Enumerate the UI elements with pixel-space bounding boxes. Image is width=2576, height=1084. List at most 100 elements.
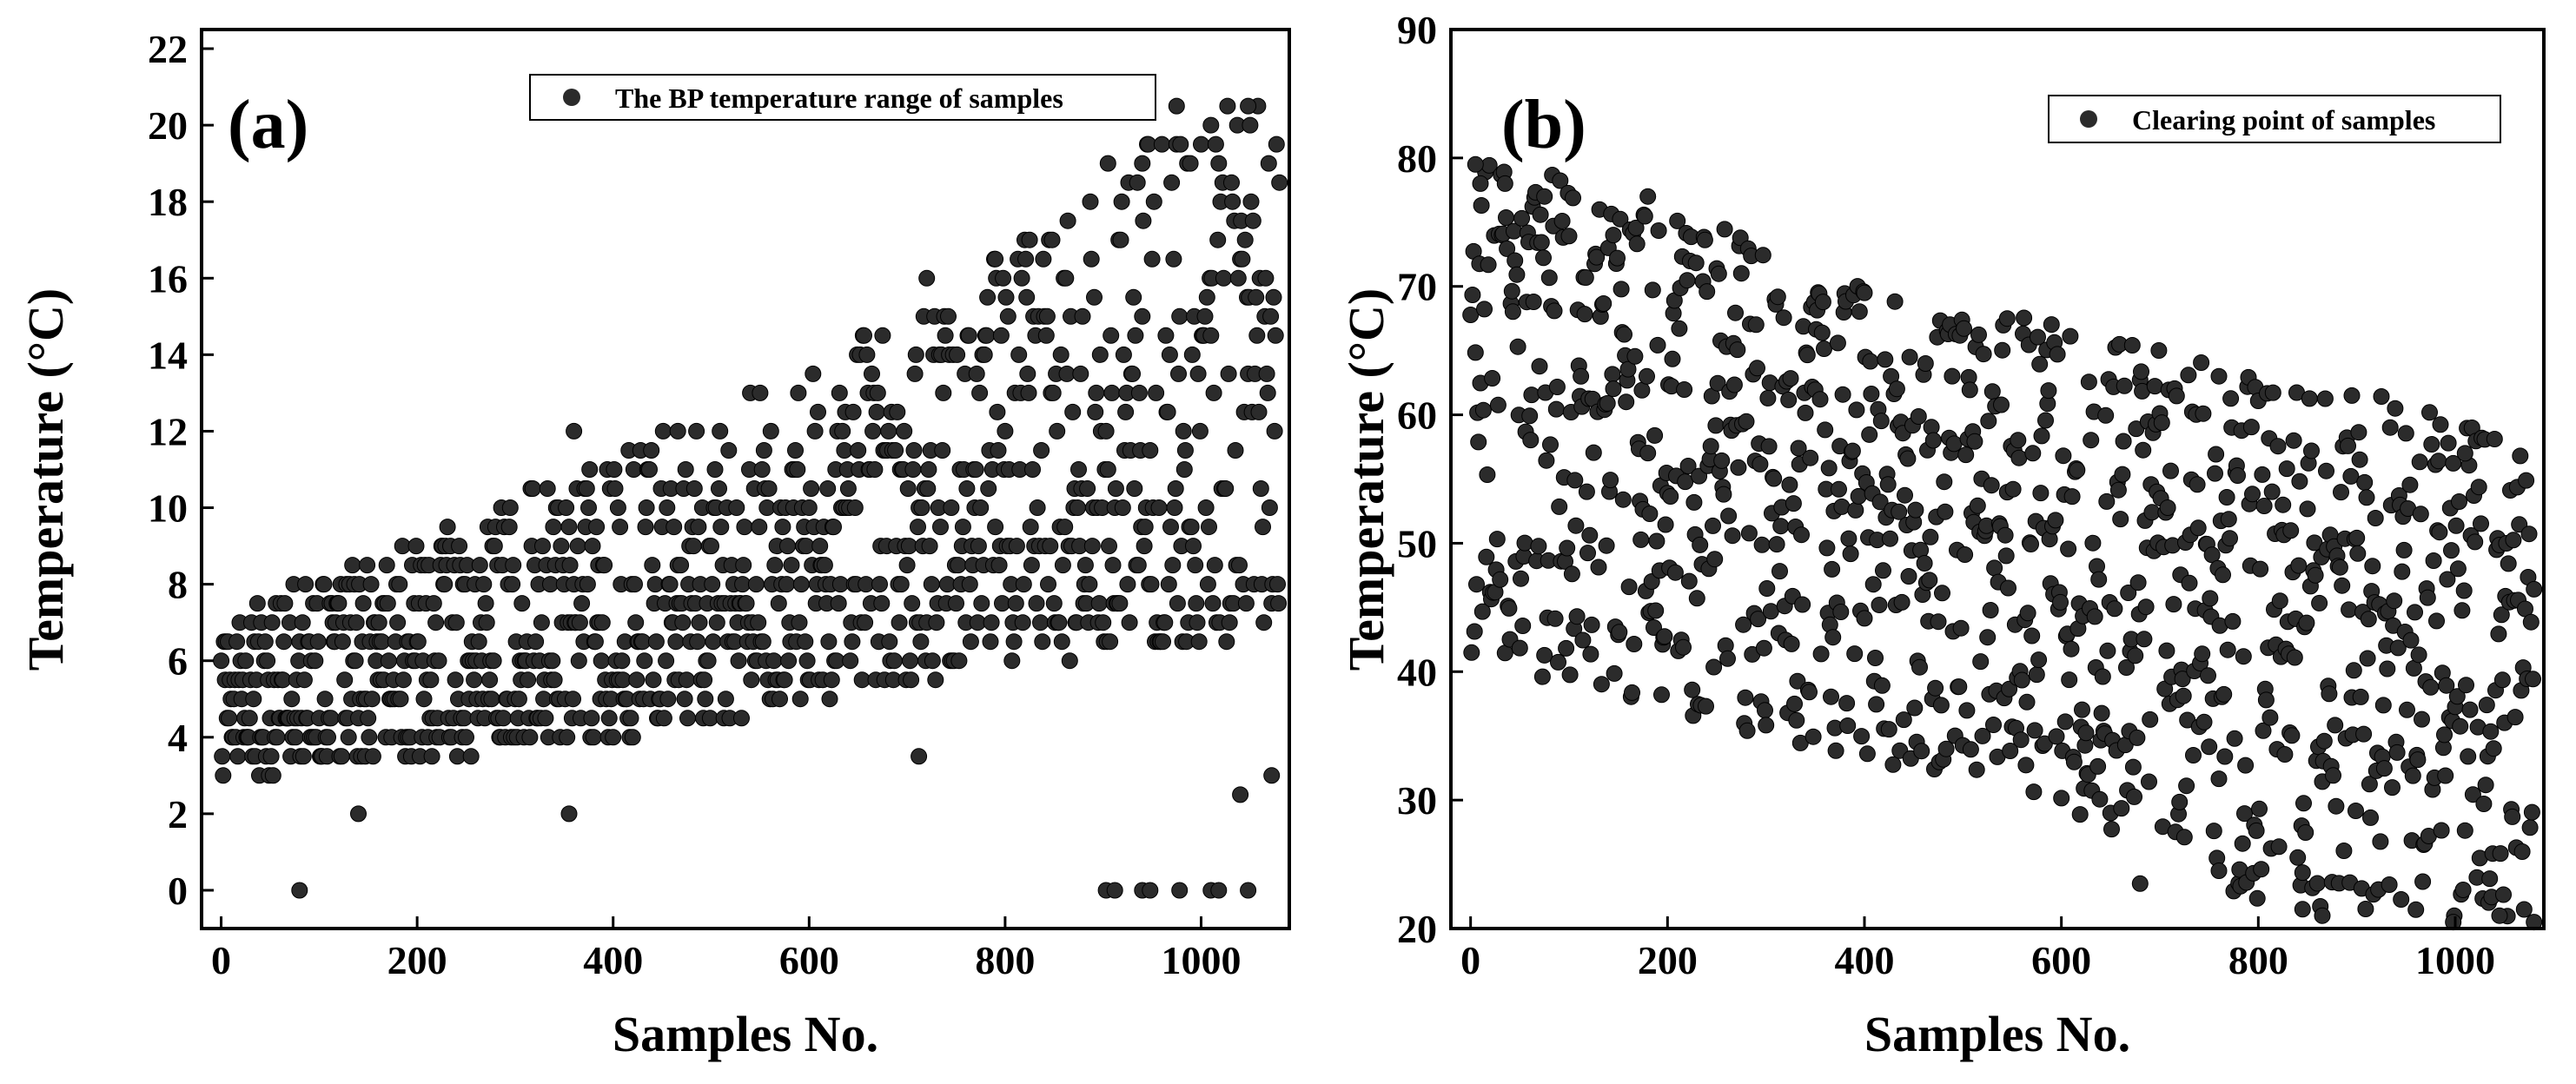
panel-a-x-tick-label: 0 [211,938,231,982]
panel-b-data-point [2372,833,2389,850]
panel-b-data-point [1653,686,1670,704]
panel-b-data-point [2522,613,2540,631]
panel-b-data-point [1513,209,1531,227]
panel-b-data-point [2083,432,2100,449]
panel-b-data-point [2118,659,2135,676]
panel-a-data-point [1169,595,1186,612]
panel-b-data-point [1588,248,1606,266]
panel-a-data-point [605,729,622,746]
panel-a-data-point [1005,633,1023,651]
panel-b-data-point [2349,545,2367,562]
panel-a-data-point [483,691,500,708]
panel-a-x-axis-title: Samples No. [613,1006,878,1062]
panel-b-data-point [2040,382,2057,400]
panel-b-data-point [1507,252,1524,269]
panel-b-data-point [2348,529,2366,546]
panel-a-data-point [1061,652,1078,670]
panel-b-data-point [1785,495,1802,512]
panel-b-data-point [1619,360,1637,378]
panel-a-data-point [1038,307,1056,325]
panel-b-data-point [2237,757,2255,774]
panel-b-data-point [1974,727,1991,744]
panel-a-data-point [1263,767,1281,784]
panel-b-data-point [1696,231,1713,248]
panel-b-data-point [2135,441,2152,459]
panel-a-data-point [370,614,387,631]
panel-a-data-point [336,671,354,689]
panel-a-data-point [1095,614,1112,631]
panel-b-data-point [2375,760,2393,777]
panel-b-data-point [1793,526,1810,544]
panel-b-data-point [2440,434,2457,452]
panel-a-data-point [643,442,660,459]
panel-a-data-point [1170,365,1187,382]
panel-b-data-point [1639,367,1655,385]
panel-b-data-point [2334,577,2351,594]
panel-b-data-point [1582,645,1599,663]
panel-a-data-point [1126,480,1143,497]
panel-b-data-point [2024,445,2042,462]
panel-a-data-point [527,633,545,651]
panel-b-data-point [2269,438,2287,455]
panel-a-data-point [268,729,286,746]
panel-a-data-point [513,595,531,612]
panel-a-data-point [1205,384,1222,401]
panel-b-data-point [1986,559,2003,577]
panel-b-data-point [1692,536,1709,553]
panel-b-data-point [1936,473,1953,491]
panel-b-data-point [2063,640,2080,658]
panel-a-chart: 0 200 400 600 800 1000 0 2 4 6 8 10 12 14 16 18 20 22 (a… [17,27,1291,1062]
panel-a-data-point [913,499,930,516]
panel-b-data-point [2286,649,2303,666]
panel-b-data-point [1567,517,1585,534]
panel-a-data-point [1188,595,1205,612]
panel-a-data-point [624,729,641,746]
panel-a-data-point [1043,231,1061,248]
panel-a-data-point [903,671,920,689]
panel-b-data-point [1998,310,2016,327]
panel-a-data-point [1162,519,1179,536]
panel-a-data-point [380,652,397,670]
panel-b-data-point [1758,717,1775,734]
panel-a-data-point [259,652,276,670]
panel-a-data-point [585,729,602,746]
panel-a-data-point [690,519,707,536]
panel-a-data-point [1202,116,1220,134]
panel-a-data-point [1191,422,1209,440]
panel-a-data-point [1129,557,1147,574]
panel-b-data-point [2389,639,2407,657]
panel-b-y-tick-label: 70 [1397,265,1437,309]
panel-b-data-point [2478,697,2495,714]
panel-a-data-point [1156,614,1174,631]
panel-b-data-point [1930,613,1947,631]
panel-a-data-point [982,633,999,651]
panel-a-data-point [898,557,916,574]
panel-a-data-point [581,461,599,478]
panel-a-data-point [596,557,613,574]
panel-a-data-point [315,576,333,593]
panel-b-data-point [1811,391,1829,408]
panel-b-data-point [1782,370,1799,387]
panel-a-data-point [1112,231,1129,248]
panel-b-data-point [2218,489,2235,506]
panel-a-data-point [478,614,495,631]
panel-a-data-point [691,614,708,631]
panel-a-data-point [466,671,483,689]
panel-b-data-point [2137,598,2155,616]
panel-b-data-point [2278,460,2295,478]
panel-b-data-point [1970,326,1987,343]
panel-a-data-point [1199,576,1216,593]
panel-b-data-point [2289,849,2307,866]
panel-a-data-point [1236,231,1254,248]
panel-b-data-point [2248,889,2266,907]
panel-b-data-point [2381,876,2398,893]
panel-a-data-point [820,633,838,651]
panel-a-data-point [545,519,562,536]
panel-a-data-point [1250,403,1268,420]
panel-a-data-point [347,652,364,670]
panel-b-data-point [2270,838,2288,856]
panel-a-data-point [881,633,898,651]
panel-a-data-point [559,729,576,746]
panel-a-data-point [1032,614,1049,631]
panel-a-data-point [1219,97,1236,115]
